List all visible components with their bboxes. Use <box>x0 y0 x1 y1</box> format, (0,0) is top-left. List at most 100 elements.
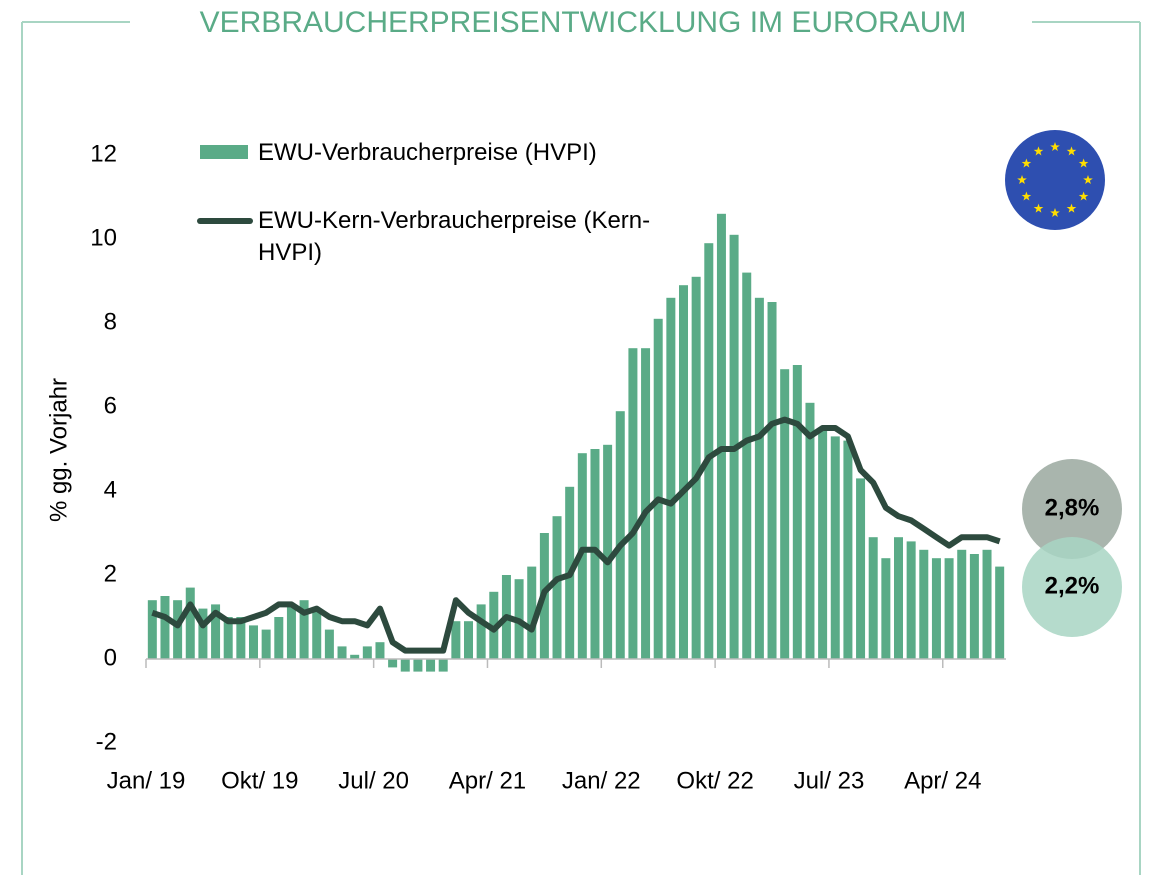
bar <box>931 558 941 659</box>
bar <box>173 600 183 659</box>
bar <box>805 402 815 659</box>
bar <box>438 659 448 672</box>
bar <box>426 659 436 672</box>
bar <box>350 654 360 659</box>
x-tick-label: Okt/ 19 <box>221 767 298 794</box>
flag-disc <box>1005 130 1105 230</box>
bar <box>868 537 878 659</box>
bar <box>982 549 992 659</box>
flag-star <box>1066 203 1077 213</box>
y-tick-label: 0 <box>104 644 117 671</box>
bar <box>944 558 954 659</box>
bar <box>957 549 967 659</box>
x-tick-label: Jan/ 22 <box>562 767 641 794</box>
flag-star <box>1083 175 1093 184</box>
y-axis-label: % gg. Vorjahr <box>45 378 72 522</box>
x-tick-label: Apr/ 21 <box>449 767 526 794</box>
bar <box>792 365 802 659</box>
bar <box>286 604 296 659</box>
bar <box>476 604 486 659</box>
eu-flag <box>1005 130 1105 230</box>
end-bubble <box>1022 537 1122 637</box>
bar <box>856 478 866 659</box>
bar <box>995 566 1005 659</box>
bar <box>603 444 613 659</box>
line <box>151 416 1001 654</box>
bar <box>249 625 258 659</box>
bar <box>628 348 638 659</box>
bar <box>324 629 334 659</box>
bar <box>552 516 562 659</box>
x-tick-label: Apr/ 24 <box>904 767 981 794</box>
chart-title: VERBRAUCHERPREISENTWICKLUNG IM EURORAUM <box>200 6 967 39</box>
flag-star <box>1021 191 1032 201</box>
flag-star <box>1078 191 1089 201</box>
bar <box>185 587 195 659</box>
bar <box>299 600 309 659</box>
x-tick-label: Jul/ 23 <box>794 767 865 794</box>
bar <box>881 558 891 659</box>
bar <box>906 541 916 659</box>
flag-star <box>1033 203 1044 213</box>
end-label: 2,8% <box>1045 494 1100 521</box>
bar <box>742 272 752 659</box>
bar <box>362 646 372 659</box>
bar <box>843 440 853 659</box>
bar <box>818 428 828 659</box>
bar <box>767 302 777 659</box>
y-tick-label: -2 <box>96 728 117 755</box>
bar <box>691 276 701 659</box>
flag-star <box>1050 208 1060 217</box>
bar <box>704 243 714 659</box>
flag-star <box>1033 146 1044 156</box>
end-label: 2,2% <box>1045 572 1100 599</box>
bar <box>147 600 157 659</box>
legend-label: EWU-Verbraucherpreise (HVPI) <box>258 139 597 166</box>
bar <box>312 608 322 659</box>
bar <box>653 318 663 659</box>
bar <box>464 621 473 659</box>
flag-star <box>1017 175 1027 184</box>
bar <box>641 348 651 659</box>
y-tick-label: 6 <box>104 392 117 419</box>
bar <box>274 617 284 659</box>
bar <box>388 659 398 668</box>
bar <box>679 285 688 659</box>
flag-star <box>1078 158 1089 168</box>
bar <box>211 604 221 659</box>
bar <box>451 621 461 659</box>
bar <box>666 297 676 659</box>
y-tick-label: 10 <box>90 224 117 251</box>
bar <box>413 659 423 672</box>
y-tick-label: 12 <box>90 140 117 167</box>
bar <box>160 596 170 659</box>
x-tick-label: Jan/ 19 <box>107 767 186 794</box>
bar <box>754 297 764 659</box>
bar <box>830 436 840 659</box>
flag-star <box>1066 146 1077 156</box>
bar <box>198 608 208 659</box>
bar <box>716 213 726 660</box>
bar <box>894 537 903 659</box>
bar <box>223 617 233 659</box>
bar <box>400 659 410 672</box>
y-tick-label: 8 <box>104 308 117 335</box>
x-tick-label: Okt/ 22 <box>676 767 753 794</box>
legend-swatch <box>200 145 248 159</box>
y-tick-label: 4 <box>104 476 117 503</box>
bar <box>969 554 979 659</box>
y-tick-label: 2 <box>104 560 117 587</box>
bar <box>236 617 246 659</box>
bar <box>261 629 271 659</box>
legend-label: EWU-Kern-Verbraucherpreise (Kern-HVPI) <box>258 207 651 266</box>
end-bubble <box>1022 459 1122 559</box>
bar <box>527 566 537 659</box>
bar <box>919 549 929 659</box>
flag-star <box>1050 142 1060 151</box>
bar <box>375 642 385 659</box>
bar <box>615 411 625 659</box>
bar <box>337 646 347 659</box>
x-tick-label: Jul/ 20 <box>338 767 409 794</box>
